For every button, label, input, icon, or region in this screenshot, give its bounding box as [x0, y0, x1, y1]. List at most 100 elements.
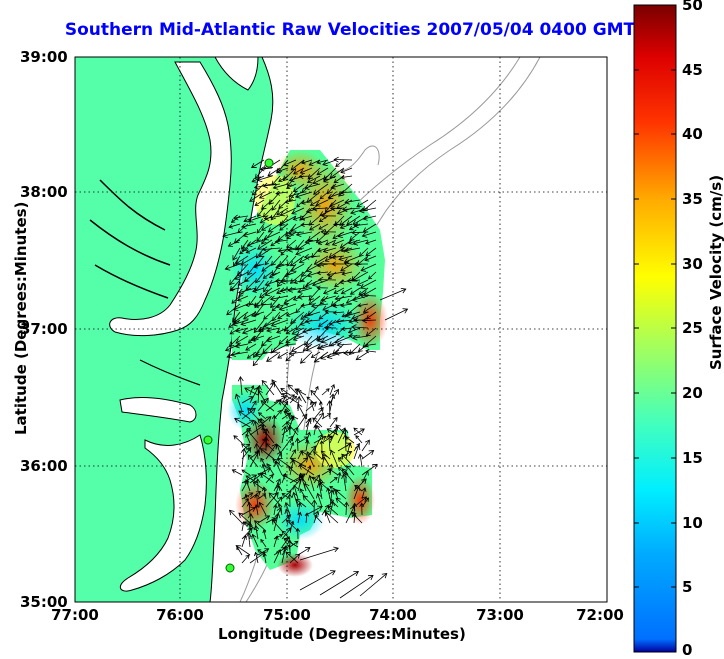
velocity-vector — [289, 442, 294, 452]
velocity-vector-head — [258, 326, 264, 333]
velocity-vector-head — [240, 320, 247, 327]
velocity-vector-head — [268, 492, 275, 499]
velocity-vector — [309, 159, 321, 166]
velocity-vector — [263, 529, 267, 540]
velocity-vector-head — [351, 511, 357, 518]
velocity-vector-head — [297, 403, 303, 410]
velocity-vector-head — [365, 240, 370, 245]
velocity-vector — [354, 223, 369, 227]
velocity-vector — [365, 247, 377, 257]
velocity-vector — [257, 548, 269, 556]
velocity-vector-head — [348, 225, 354, 231]
velocity-vector-head — [361, 232, 368, 238]
velocity-vector — [245, 479, 251, 492]
velocity-vector-head — [303, 184, 310, 190]
velocity-vector — [312, 207, 329, 210]
colorbar-tick-label: 15 — [682, 449, 703, 467]
velocity-vector-head — [260, 400, 267, 406]
velocity-vector-head — [256, 237, 261, 242]
velocity-vector — [297, 502, 301, 516]
velocity-vector-head — [317, 240, 322, 245]
velocity-vector-head — [251, 190, 258, 196]
velocity-vector-head — [271, 379, 277, 385]
velocity-vector-head — [294, 540, 299, 545]
velocity-vector-head — [242, 314, 249, 320]
velocity-vector — [252, 481, 267, 492]
velocity-vector-head — [271, 414, 277, 420]
velocity-vector-head — [328, 489, 335, 495]
velocity-vector-head — [311, 445, 317, 452]
velocity-vector — [317, 263, 329, 267]
velocity-vector-head — [284, 502, 290, 508]
velocity-vector-head — [321, 435, 327, 441]
velocity-vector-head — [359, 292, 365, 299]
velocity-vector-head — [229, 287, 234, 292]
velocity-vector-head — [232, 255, 238, 261]
velocity-vector-head — [281, 530, 287, 535]
velocity-vector-head — [276, 450, 283, 457]
y-tick-label: 36:00 — [20, 457, 68, 475]
velocity-vector — [311, 303, 329, 307]
velocity-vector-head — [289, 394, 296, 400]
velocity-vector — [277, 231, 289, 241]
velocity-vector-head — [271, 423, 277, 428]
velocity-vector — [327, 505, 339, 516]
velocity-vector — [275, 263, 289, 269]
velocity-vector-head — [321, 212, 327, 219]
velocity-vector — [278, 247, 297, 252]
velocity-vector-head — [241, 521, 246, 526]
velocity-vector — [289, 351, 305, 355]
velocity-vector-head — [329, 449, 336, 456]
velocity-vector — [281, 436, 294, 452]
velocity-vector — [296, 231, 313, 236]
velocity-vector — [286, 239, 297, 249]
velocity-vector — [263, 231, 281, 240]
velocity-vector — [289, 231, 305, 234]
velocity-vector-head — [297, 288, 303, 294]
velocity-vector-head — [228, 341, 235, 348]
velocity-vector — [322, 159, 337, 166]
velocity-vector — [263, 311, 273, 320]
velocity-vector — [263, 247, 281, 251]
velocity-vector-head — [255, 478, 261, 483]
velocity-vector — [279, 400, 291, 412]
velocity-vector — [314, 351, 329, 363]
velocity-vector — [277, 457, 291, 468]
velocity-vector — [329, 417, 338, 428]
velocity-vector — [257, 437, 268, 452]
velocity-vector — [350, 287, 361, 295]
velocity-vector — [297, 295, 313, 298]
velocity-vector-head — [311, 476, 317, 481]
velocity-vector — [299, 570, 336, 591]
velocity-vector-head — [317, 505, 323, 511]
velocity-vector-head — [254, 173, 261, 180]
velocity-vector — [323, 223, 337, 235]
velocity-vector — [356, 279, 369, 286]
velocity-vector-head — [304, 547, 311, 553]
velocity-vector — [254, 520, 267, 532]
velocity-vector — [275, 191, 289, 195]
velocity-vector-head — [309, 400, 314, 406]
velocity-vector-head — [357, 347, 363, 352]
velocity-vector-head — [361, 478, 367, 484]
velocity-vector-head — [247, 407, 253, 414]
velocity-vector-head — [262, 274, 268, 279]
velocity-vector-head — [270, 260, 276, 266]
velocity-vector-head — [272, 184, 279, 190]
velocity-vector — [319, 311, 329, 320]
velocity-vector-head — [295, 527, 301, 532]
velocity-vector — [283, 295, 297, 304]
velocity-vector — [288, 247, 305, 251]
velocity-vector-head — [271, 205, 277, 211]
velocity-vector — [329, 394, 334, 412]
velocity-vector-head — [270, 242, 275, 247]
tidal-river — [99, 179, 166, 231]
velocity-vector — [266, 335, 281, 342]
velocity-vector-head — [260, 538, 264, 543]
velocity-vector-head — [264, 548, 270, 553]
colorbar-tick-label: 25 — [682, 319, 703, 337]
velocity-vector — [313, 451, 323, 460]
velocity-vector-head — [300, 314, 306, 320]
velocity-vector — [335, 159, 345, 167]
velocity-vector-head — [251, 533, 257, 540]
